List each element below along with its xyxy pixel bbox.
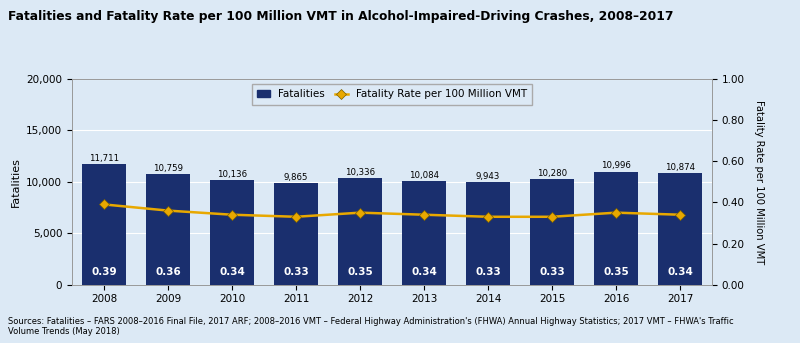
Text: 10,084: 10,084 bbox=[409, 171, 439, 180]
Text: 10,280: 10,280 bbox=[537, 169, 567, 178]
Bar bbox=[402, 181, 446, 285]
Bar bbox=[274, 183, 318, 285]
Bar bbox=[82, 164, 126, 285]
Text: 0.35: 0.35 bbox=[347, 268, 373, 277]
Text: 10,759: 10,759 bbox=[153, 164, 183, 173]
Bar bbox=[530, 179, 574, 285]
Text: 11,711: 11,711 bbox=[89, 154, 119, 163]
Text: 0.36: 0.36 bbox=[155, 268, 181, 277]
Text: 0.33: 0.33 bbox=[283, 268, 309, 277]
Bar bbox=[466, 182, 510, 285]
Text: 0.34: 0.34 bbox=[411, 268, 437, 277]
Text: 0.33: 0.33 bbox=[475, 268, 501, 277]
Text: Sources: Fatalities – FARS 2008–2016 Final File, 2017 ARF; 2008–2016 VMT – Feder: Sources: Fatalities – FARS 2008–2016 Fin… bbox=[8, 317, 734, 336]
Text: 0.34: 0.34 bbox=[219, 268, 245, 277]
Text: 9,943: 9,943 bbox=[476, 172, 500, 181]
Text: 10,336: 10,336 bbox=[345, 168, 375, 177]
Text: 10,136: 10,136 bbox=[217, 170, 247, 179]
Text: 0.39: 0.39 bbox=[91, 268, 117, 277]
Bar bbox=[658, 173, 702, 285]
Text: 0.34: 0.34 bbox=[667, 268, 693, 277]
Legend: Fatalities, Fatality Rate per 100 Million VMT: Fatalities, Fatality Rate per 100 Millio… bbox=[252, 84, 532, 105]
Bar bbox=[338, 178, 382, 285]
Text: 10,874: 10,874 bbox=[665, 163, 695, 172]
Bar bbox=[146, 174, 190, 285]
Bar bbox=[210, 180, 254, 285]
Text: 0.33: 0.33 bbox=[539, 268, 565, 277]
Text: 0.35: 0.35 bbox=[603, 268, 629, 277]
Text: Fatalities and Fatality Rate per 100 Million VMT in Alcohol-Impaired-Driving Cra: Fatalities and Fatality Rate per 100 Mil… bbox=[8, 10, 674, 23]
Bar bbox=[594, 172, 638, 285]
Text: 10,996: 10,996 bbox=[601, 161, 631, 170]
Y-axis label: Fatalities: Fatalities bbox=[10, 157, 21, 207]
Text: 9,865: 9,865 bbox=[284, 173, 308, 182]
Y-axis label: Fatality Rate per 100 Million VMT: Fatality Rate per 100 Million VMT bbox=[754, 100, 764, 264]
